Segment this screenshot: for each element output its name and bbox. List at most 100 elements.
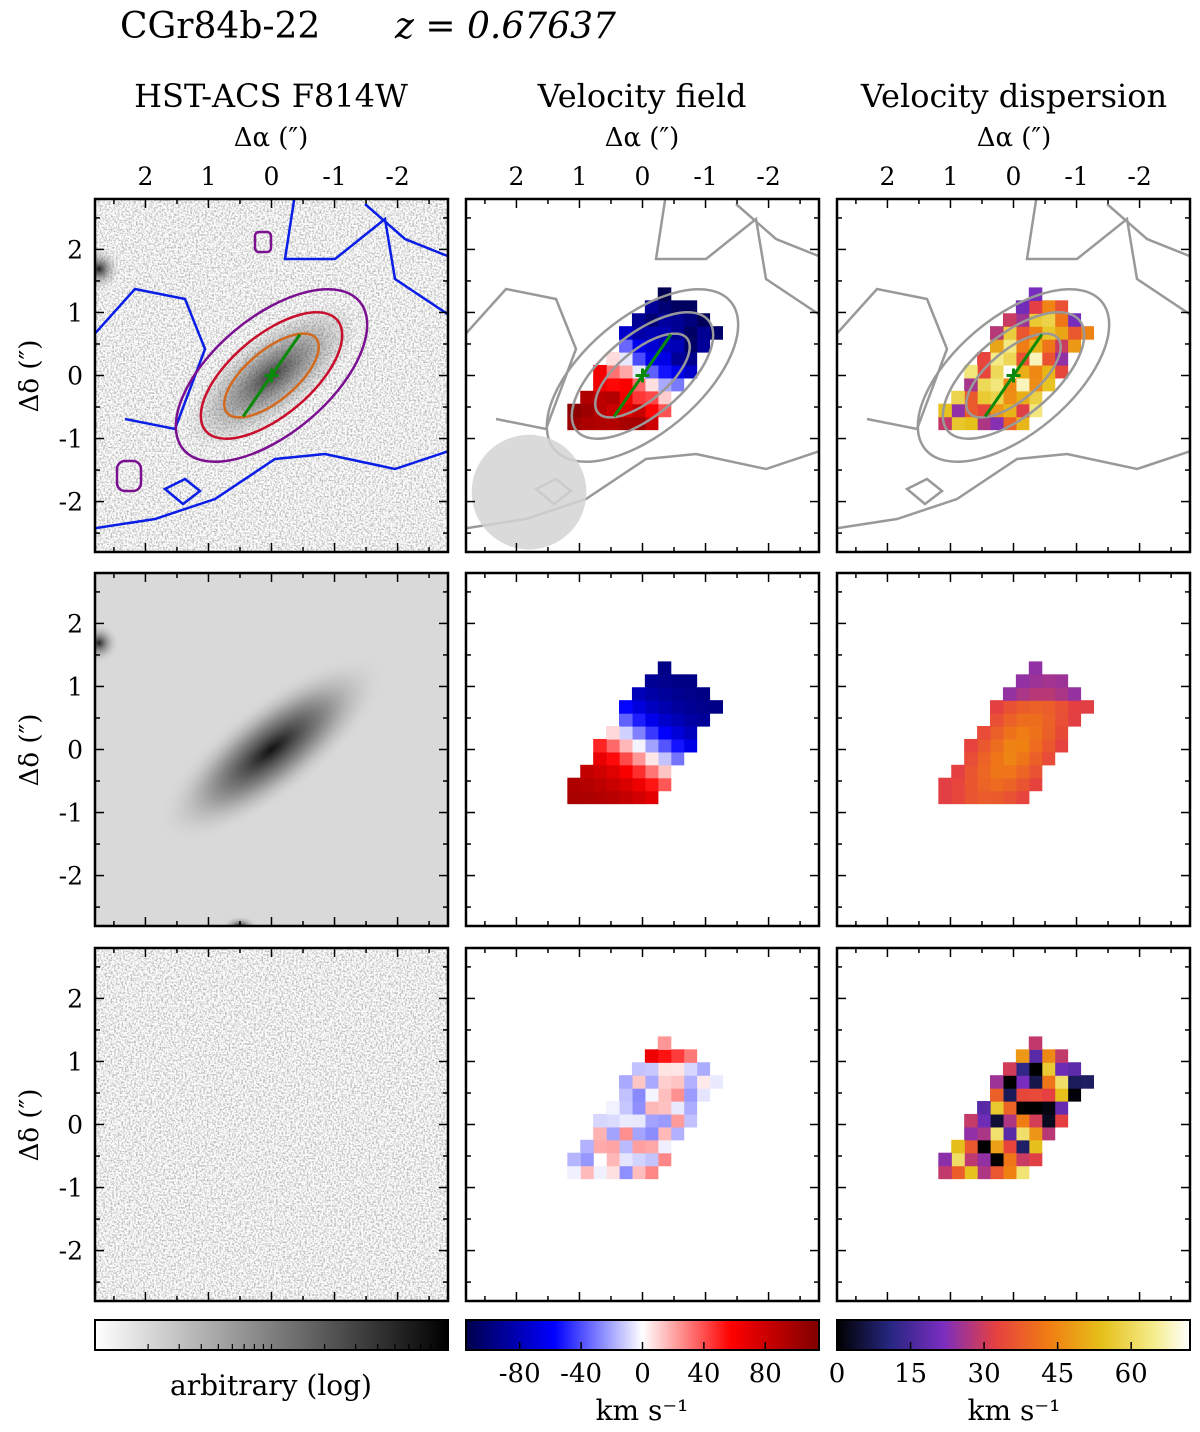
x-tick-label: -2 [756, 162, 780, 191]
kinematic-pixel [631, 764, 646, 779]
colorbar-tick-label: 45 [1041, 1359, 1074, 1389]
kinematic-pixel [619, 790, 633, 805]
kinematic-pixel [657, 751, 672, 766]
kinematic-pixel [657, 674, 672, 688]
kinematic-pixel [670, 700, 685, 714]
kinematic-pixel [1054, 1113, 1069, 1128]
y-tick-label: 0 [67, 362, 83, 391]
kinematic-pixel [1054, 326, 1069, 340]
kinematic-pixel [1002, 790, 1017, 805]
kinematic-pixel [1080, 700, 1094, 714]
kinematic-pixel [1067, 713, 1082, 727]
kinematic-pixel [938, 1165, 952, 1180]
y-tick-label: 0 [67, 736, 83, 765]
kinematic-pixel [657, 738, 672, 753]
kinematic-pixel [1054, 738, 1069, 753]
kinematic-pixel [619, 700, 633, 714]
contour-level-2 [115, 459, 143, 493]
galaxy-model [157, 655, 386, 844]
y-axis-label: Δδ (″) [15, 1089, 45, 1162]
kinematic-pixel [1067, 700, 1082, 714]
x-tick-label: -2 [385, 162, 409, 191]
kinematic-pixel [990, 700, 1004, 714]
kinematic-pixel [977, 1152, 991, 1167]
kinematic-pixel [951, 1139, 965, 1154]
kinematic-pixel [1015, 1113, 1030, 1128]
kinematic-pixel [631, 1126, 646, 1141]
kinematic-pixel [644, 687, 659, 701]
kinematic-pixel [990, 416, 1004, 431]
kinematic-pixel [657, 713, 672, 727]
colorbar-dispersion [836, 1319, 1191, 1351]
kinematic-pixel [683, 1088, 698, 1102]
kinematic-pixel [593, 751, 607, 766]
kinematic-pixel [644, 326, 659, 340]
kinematic-pixel [644, 751, 659, 766]
kinematic-pixel [631, 1075, 646, 1089]
kinematic-pixel [990, 790, 1004, 805]
kinematic-pixel [619, 339, 633, 353]
kinematic-pixel [670, 738, 685, 753]
kinematic-pixel [1015, 726, 1030, 740]
kinematic-pixel [619, 751, 633, 766]
kinematic-pixel [593, 777, 607, 792]
kinematic-pixel [1002, 1088, 1017, 1102]
contour-level-1 [904, 477, 945, 506]
kinematic-pixel [696, 700, 711, 714]
kinematic-pixel [657, 1075, 672, 1089]
kinematic-pixel [1041, 1126, 1056, 1141]
kinematic-pixel [696, 1075, 711, 1089]
contour-level-1 [837, 450, 1190, 530]
kinematic-pixel [1002, 1152, 1017, 1167]
kinematic-pixel [951, 1165, 965, 1180]
kinematic-pixel [644, 764, 659, 779]
y-tick-label: -1 [59, 1174, 83, 1203]
kinematic-pixel [657, 377, 672, 392]
kinematic-pixel [1028, 687, 1043, 701]
kinematic-pixel [606, 1101, 620, 1115]
kinematic-pixel [964, 751, 978, 766]
y-tick-label: -1 [59, 425, 83, 454]
kinematic-pixel [1028, 390, 1043, 405]
kinematic-pixel [1015, 377, 1030, 392]
kinematic-pixel [1041, 700, 1056, 714]
kinematic-pixel [593, 1139, 607, 1154]
kinematic-pixel [1054, 700, 1069, 714]
kinematic-pixel [631, 1101, 646, 1115]
kinematic-pixel [606, 352, 620, 366]
kinematic-pixel [593, 1165, 607, 1180]
kinematic-pixel [696, 687, 711, 701]
kinematic-pixel [644, 1113, 659, 1128]
kinematic-pixel [657, 764, 672, 779]
kinematic-pixel [1028, 1113, 1043, 1128]
kinematic-pixel [990, 1113, 1004, 1128]
kinematic-pixel [990, 713, 1004, 727]
kinematic-pixel [657, 1036, 672, 1050]
kinematic-pixel [631, 738, 646, 753]
kinematic-pixel [1067, 1088, 1082, 1102]
kinematic-pixel [657, 661, 672, 675]
kinematic-pixel [606, 390, 620, 405]
kinematic-pixel [606, 377, 620, 392]
kinematic-pixel [606, 1139, 620, 1154]
kinematic-pixel [644, 403, 659, 418]
x-tick-label: 0 [635, 162, 651, 191]
kinematic-pixel [1028, 1036, 1043, 1050]
kinematic-pixel [580, 790, 594, 805]
kinematic-pixel [977, 377, 991, 392]
kinematic-pixel [580, 403, 594, 418]
kinematic-pixel [1041, 1075, 1056, 1089]
kinematic-pixel [593, 790, 607, 805]
x-tick-label: 2 [137, 162, 153, 191]
kinematic-pixel [683, 700, 698, 714]
kinematic-pixel [619, 1101, 633, 1115]
kinematic-pixel [580, 1139, 594, 1154]
kinematic-pixel [990, 377, 1004, 392]
kinematic-pixel [657, 390, 672, 405]
kinematic-pixel [1041, 687, 1056, 701]
kinematic-pixel [1002, 390, 1017, 405]
kinematic-pixel [644, 1101, 659, 1115]
kinematic-pixel [631, 751, 646, 766]
kinematic-pixel [1041, 1062, 1056, 1076]
kinematic-pixel [619, 1165, 633, 1180]
